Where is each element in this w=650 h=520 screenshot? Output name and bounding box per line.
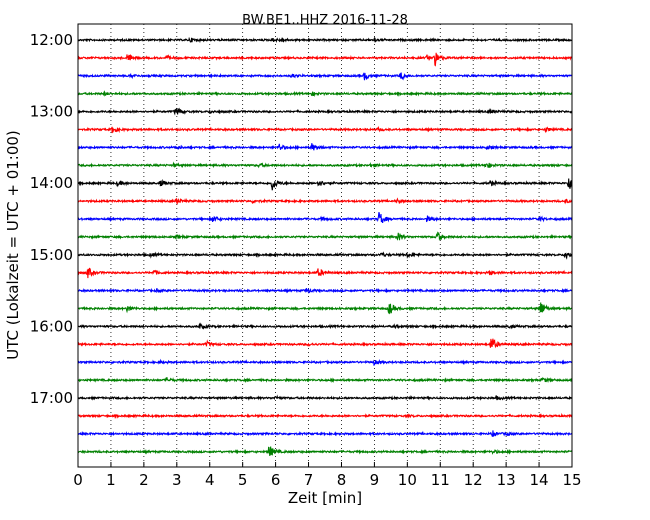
trace-row-20 [77,394,573,401]
trace-row-21 [77,412,573,420]
chart-title: BW.BE1..HHZ 2016-11-28 [242,13,408,28]
trace-row-19 [77,376,573,384]
y-tick-label: 14:00 [30,174,73,192]
trace-row-13 [77,267,573,279]
y-tick-label: 12:00 [30,31,73,49]
trace-row-2 [77,72,573,81]
x-tick-label: 8 [337,471,347,489]
x-tick-label: 12 [464,471,483,489]
trace-row-4 [77,107,573,116]
trace-row-15 [77,302,573,315]
trace-row-11 [77,231,573,241]
trace-row-7 [77,161,573,169]
trace-row-22 [77,430,573,438]
x-tick-label: 2 [139,471,149,489]
x-tick-label: 5 [238,471,248,489]
y-axis: 12:00 13:00 14:00 15:00 16:00 17:00 [30,31,83,407]
x-tick-label: 6 [271,471,281,489]
y-tick-label: 15:00 [30,246,73,264]
trace-row-6 [77,143,573,151]
x-tick-label: 9 [370,471,380,489]
trace-group [77,36,573,456]
x-tick-label: 1 [106,471,116,489]
trace-row-3 [77,90,573,98]
x-axis: 0 1 2 3 4 5 6 7 8 9 10 11 12 13 14 15 [73,462,582,489]
x-tick-label: 7 [304,471,314,489]
trace-row-5 [77,125,573,134]
trace-row-16 [77,322,573,330]
trace-row-1 [77,52,573,67]
x-tick-label: 3 [172,471,182,489]
x-tick-label: 0 [73,471,83,489]
y-tick-label: 16:00 [30,317,73,335]
x-tick-label: 11 [431,471,450,489]
x-tick-label: 14 [530,471,549,489]
x-axis-label: Zeit [min] [288,489,362,507]
trace-row-9 [77,197,573,205]
trace-row-10 [77,212,573,224]
y-tick-label: 17:00 [30,389,73,407]
x-tick-label: 15 [562,471,581,489]
y-axis-label: UTC (Lokalzeit = UTC + 01:00) [4,130,22,360]
trace-row-23 [77,446,573,456]
trace-row-14 [77,287,573,294]
trace-row-17 [77,338,573,349]
trace-row-18 [77,358,573,366]
grid-lines [110,24,540,467]
plot-frame [77,23,573,468]
trace-row-12 [77,251,573,260]
y-tick-label: 13:00 [30,103,73,121]
x-tick-label: 4 [205,471,215,489]
trace-row-8 [77,178,573,191]
x-tick-label: 13 [497,471,516,489]
trace-row-0 [77,36,573,44]
x-tick-label: 10 [398,471,417,489]
